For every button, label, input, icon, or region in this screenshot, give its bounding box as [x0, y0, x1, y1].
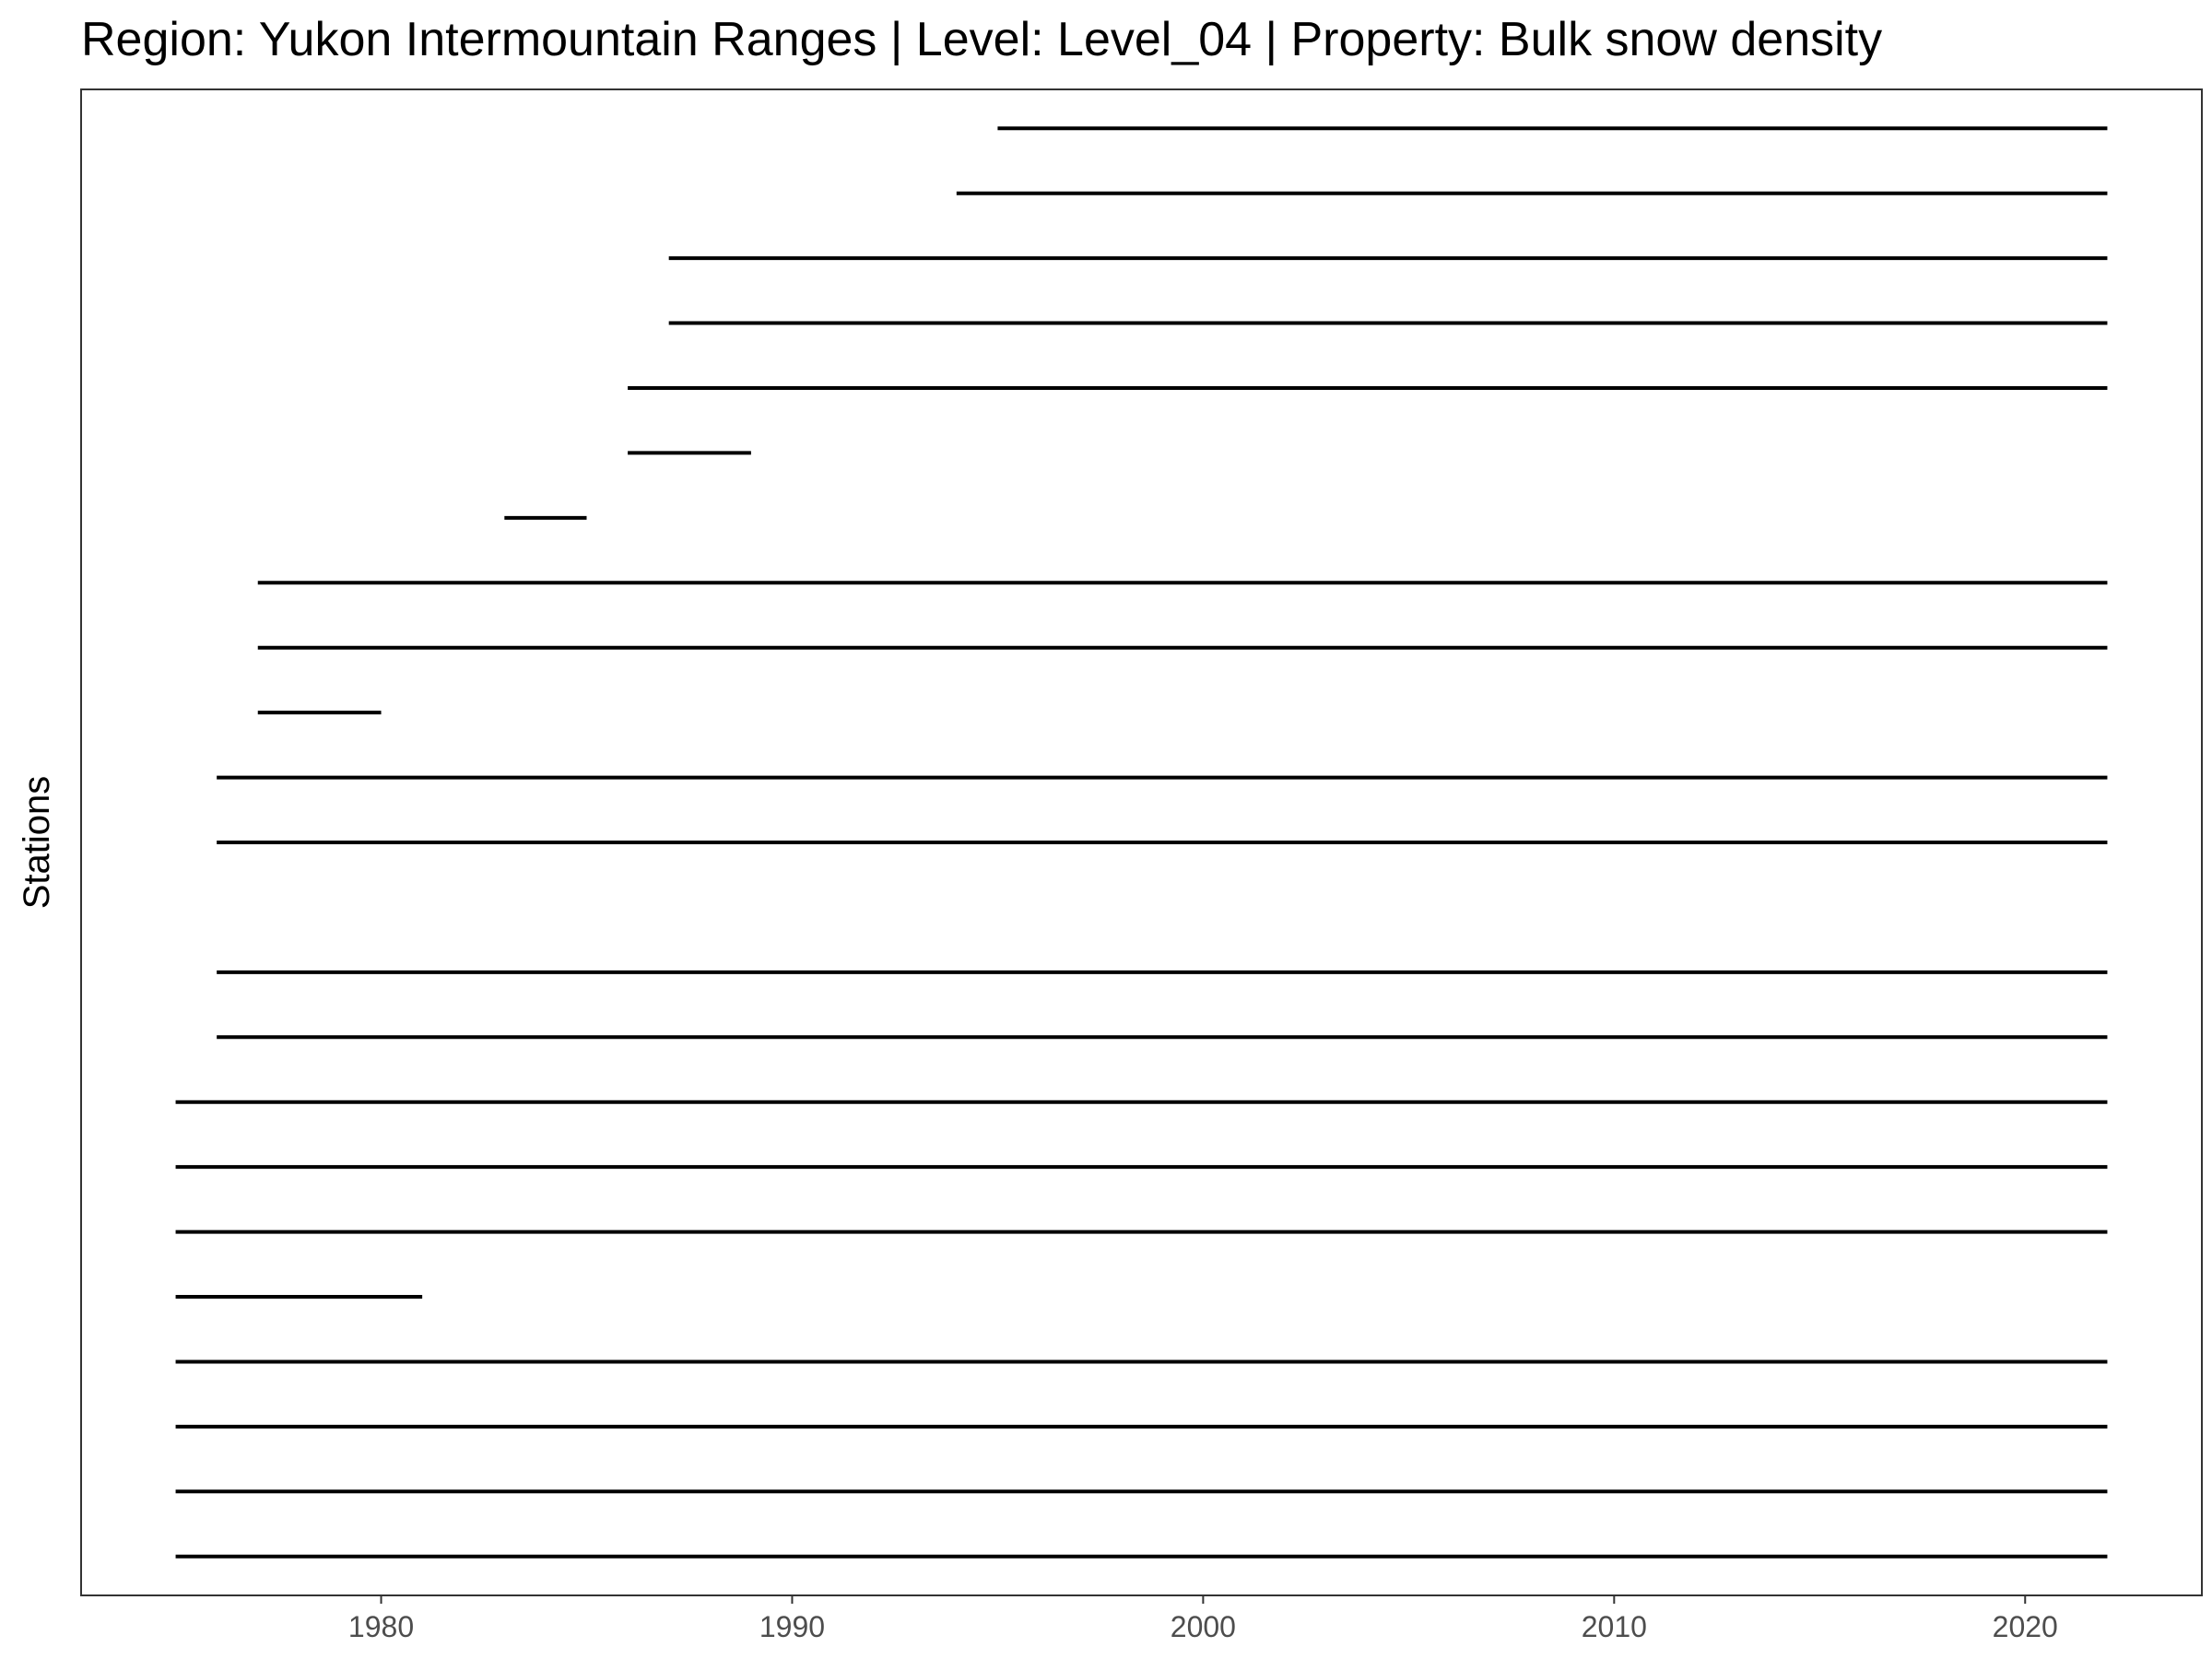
- x-tick-label: 2000: [1171, 1610, 1236, 1643]
- y-axis-label: Stations: [17, 776, 57, 910]
- x-tick-label: 2010: [1582, 1610, 1647, 1643]
- station-segments: [175, 126, 2108, 1559]
- x-tick-label: 1980: [348, 1610, 414, 1643]
- x-tick-label: 2020: [1993, 1610, 2058, 1643]
- chart-title: Region: Yukon Intermountain Ranges | Lev…: [81, 13, 1882, 66]
- x-tick-label: 1990: [759, 1610, 825, 1643]
- x-axis: 1980 1990 2000 2010 2020: [348, 1595, 2058, 1643]
